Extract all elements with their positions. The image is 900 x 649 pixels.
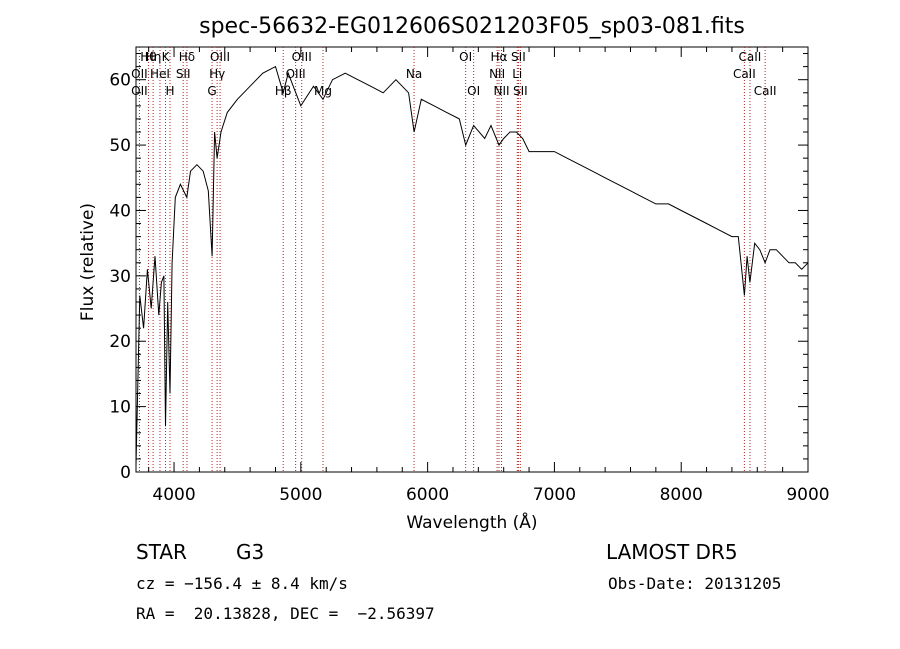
x-tick-label: 8000 <box>660 485 703 505</box>
spectral-line-label: G <box>207 84 216 98</box>
spectral-line-label: Mg <box>314 84 332 98</box>
plot-frame <box>135 46 809 473</box>
spectral-line-label: OII <box>131 84 148 98</box>
y-tick-label: 40 <box>109 201 131 221</box>
y-tick-label: 60 <box>109 71 131 91</box>
spectral-line-label: Hγ <box>209 67 225 81</box>
x-tick-label: 9000 <box>786 485 829 505</box>
y-tick-label: 50 <box>109 136 131 156</box>
object-subclass: G3 <box>236 540 265 564</box>
spectral-line-label: H <box>165 84 174 98</box>
spectral-line-label: CaII <box>754 84 777 98</box>
spectral-line-label: CaII <box>733 67 756 81</box>
x-tick-label: 5000 <box>279 485 322 505</box>
spectral-line-label: OII <box>131 67 148 81</box>
spectral-line-label: K <box>162 50 171 64</box>
spectral-line-label: SII <box>176 67 191 81</box>
x-tick-label: 6000 <box>406 485 449 505</box>
spectral-line-label: NII <box>494 84 510 98</box>
x-axis: 4000 5000 6000 7000 8000 9000 <box>148 47 830 505</box>
y-axis: 0 10 20 30 40 50 60 <box>109 53 808 483</box>
spectral-line-label: OIII <box>292 50 312 64</box>
spectral-line-label: HeI <box>150 67 170 81</box>
spectral-line-label: OI <box>467 84 480 98</box>
spectral-line-label: NII <box>489 67 505 81</box>
x-axis-label: Wavelength (Å) <box>406 511 537 533</box>
spectral-line-label: CaII <box>739 50 762 64</box>
spectral-line-label: Hδ <box>179 50 195 64</box>
spectral-line-label: OIII <box>286 67 306 81</box>
spectral-line-label: SII <box>513 84 528 98</box>
spectral-line-label: SII <box>511 50 526 64</box>
object-class: STAR <box>136 540 187 564</box>
y-axis-label: Flux (relative) <box>78 203 98 321</box>
y-tick-label: 10 <box>109 398 131 418</box>
chart-title: spec-56632-EG012606S021203F05_sp03-081.f… <box>199 14 745 39</box>
x-tick-label: 4000 <box>152 485 195 505</box>
survey-name: LAMOST DR5 <box>606 540 738 564</box>
spectral-line-label: Na <box>406 67 422 81</box>
line-labels: OIIOIIHθHηHeIKHSIIHδGHγOIIIHβOIIIOIIIMgN… <box>131 50 776 98</box>
y-tick-label: 30 <box>109 267 131 287</box>
spectral-line-label: Hη <box>145 50 162 64</box>
spectral-line-label: OI <box>459 50 472 64</box>
spectrum-line <box>135 65 809 466</box>
y-tick-label: 0 <box>120 463 131 483</box>
spectral-line-label: OIII <box>210 50 230 64</box>
spectral-line-label: Li <box>512 67 522 81</box>
spectral-line-label: Hα <box>491 50 508 64</box>
y-tick-label: 20 <box>109 332 131 352</box>
x-tick-label: 7000 <box>533 485 576 505</box>
spectral-line-label: Hθ <box>140 50 156 64</box>
obs-date-text: Obs-Date: 20131205 <box>608 574 782 593</box>
line-markers <box>138 47 766 472</box>
coordinates-text: RA = 20.13828, DEC = −2.56397 <box>136 604 435 623</box>
redshift-text: cz = −156.4 ± 8.4 km/s <box>136 574 348 593</box>
